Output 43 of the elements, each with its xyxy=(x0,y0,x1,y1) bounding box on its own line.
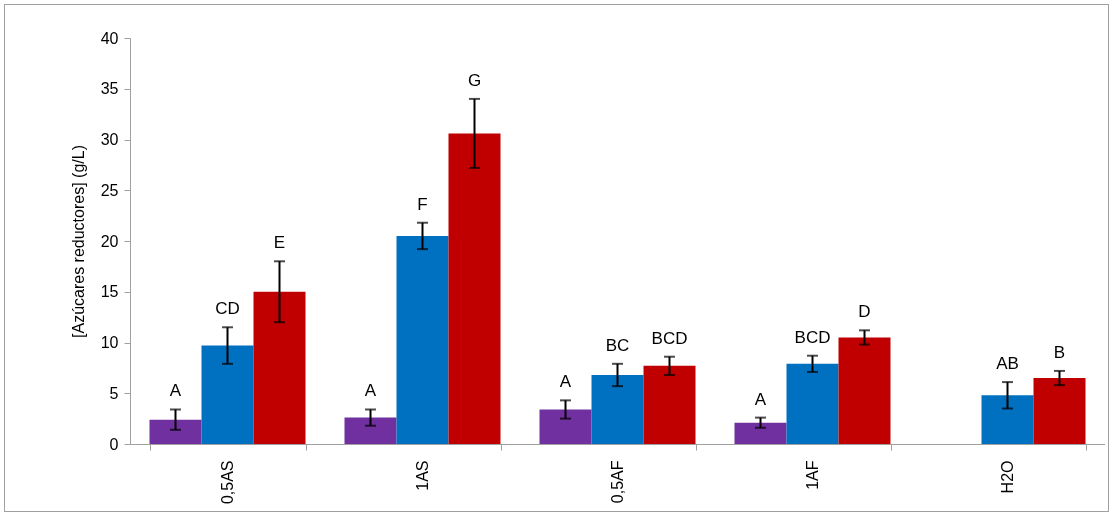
bar xyxy=(539,409,592,444)
y-tick-label: 30 xyxy=(100,131,119,148)
data-label: D xyxy=(858,302,871,322)
x-tick-label: 1AS xyxy=(414,460,431,491)
bar xyxy=(201,345,254,444)
bar xyxy=(838,337,891,444)
y-tick-label: 35 xyxy=(100,80,119,98)
data-label: A xyxy=(169,381,182,401)
bar xyxy=(591,374,644,444)
data-label: B xyxy=(1053,342,1066,362)
bar xyxy=(448,133,501,444)
data-label: F xyxy=(417,194,428,214)
x-tick-label: H2O xyxy=(999,460,1016,494)
data-label: BC xyxy=(605,335,630,355)
y-tick-label: 25 xyxy=(100,181,119,199)
y-tick-label: 10 xyxy=(100,334,119,351)
y-tick-label: 20 xyxy=(100,232,119,250)
bar xyxy=(1033,378,1086,444)
data-label: A xyxy=(559,372,572,392)
data-label: E xyxy=(273,233,286,253)
data-label: BCD xyxy=(794,327,831,347)
bar xyxy=(396,235,449,444)
bar xyxy=(734,422,787,444)
bar xyxy=(149,419,202,444)
x-tick-label: 1AF xyxy=(804,460,821,490)
bar xyxy=(981,395,1034,444)
y-axis-title: [Azúcares reductores] (g/L) xyxy=(69,145,87,338)
x-tick-label: 0,5AS xyxy=(219,460,236,505)
bar xyxy=(786,363,839,444)
bar xyxy=(643,365,696,444)
data-label: AB xyxy=(996,354,1019,374)
data-label: BCD xyxy=(651,328,688,348)
data-label: CD xyxy=(215,299,240,319)
bar xyxy=(344,417,397,444)
y-tick-label: 5 xyxy=(109,384,119,402)
y-tick-label: 15 xyxy=(100,283,119,301)
data-label: A xyxy=(754,389,767,409)
y-tick-label: 40 xyxy=(100,29,119,47)
data-label: A xyxy=(364,381,377,401)
bar xyxy=(253,291,306,444)
x-tick-label: 0,5AF xyxy=(609,460,626,504)
data-label: G xyxy=(467,70,482,90)
y-tick-label: 0 xyxy=(109,435,119,453)
